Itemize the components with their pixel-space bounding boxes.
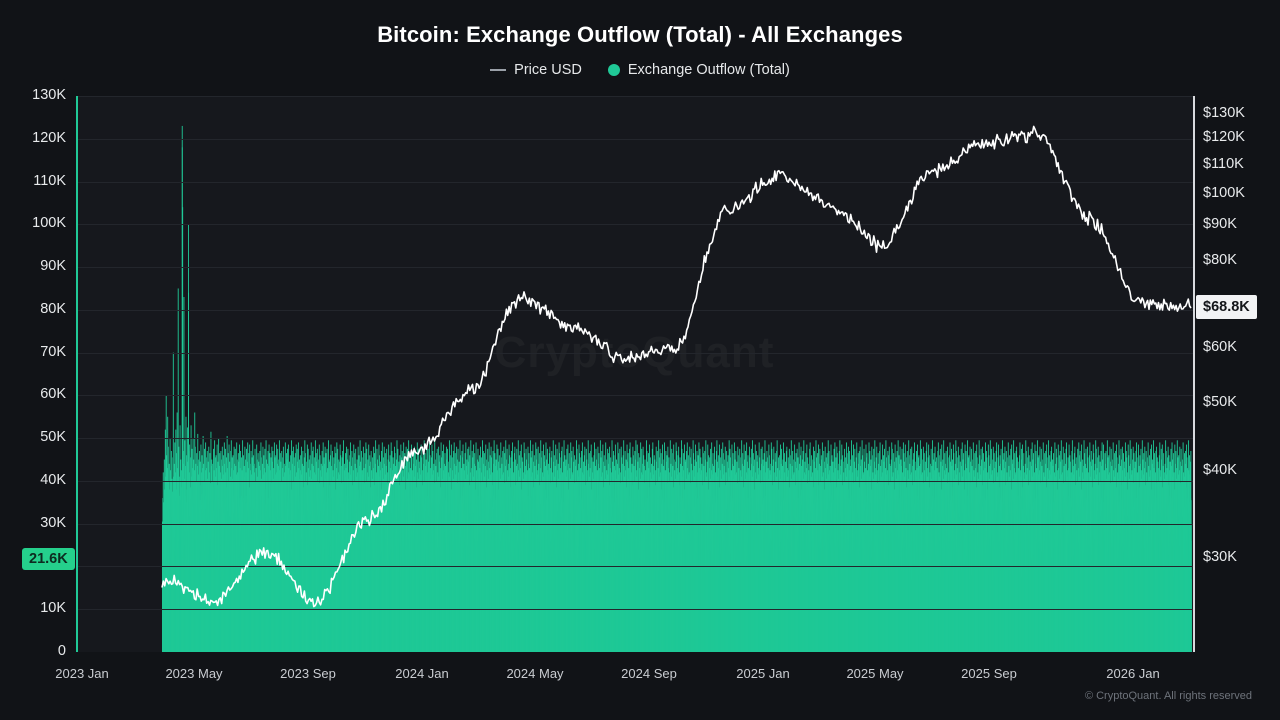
left-axis-tick: 100K — [32, 215, 66, 232]
circle-dot-icon — [607, 64, 620, 76]
left-axis-tick: 40K — [40, 471, 66, 488]
chart-legend: Price USD Exchange Outflow (Total) — [0, 62, 1280, 78]
left-axis-tick: 0 — [57, 643, 66, 659]
right-axis-tick: $80K — [1203, 252, 1237, 269]
gridline — [76, 309, 1193, 311]
left-axis-tick: 80K — [40, 300, 66, 317]
right-axis-tick: $50K — [1203, 394, 1237, 411]
right-axis-tick: $100K — [1203, 184, 1245, 201]
x-axis-tick: 2023 Sep — [280, 666, 336, 681]
x-axis-tick: 2025 Jan — [736, 666, 790, 681]
right-axis-tick: $120K — [1203, 129, 1245, 146]
right-axis-tick: $130K — [1203, 105, 1245, 122]
right-axis-tick: $90K — [1203, 216, 1237, 233]
legend-item-exchange-outflow[interactable]: Exchange Outflow (Total) — [607, 62, 790, 78]
x-axis-tick: 2024 May — [506, 666, 564, 681]
left-axis-tick: 70K — [40, 343, 66, 360]
gridline — [76, 224, 1193, 226]
gridline — [76, 566, 1193, 568]
right-axis-tick: $110K — [1203, 155, 1244, 172]
gridline — [76, 352, 1193, 354]
left-axis-tick: 60K — [40, 386, 66, 403]
legend-label-exchange-outflow: Exchange Outflow (Total) — [627, 62, 790, 78]
gridline — [76, 267, 1193, 269]
line-series-price-usd — [161, 125, 1192, 608]
left-axis-tick: 30K — [40, 514, 66, 531]
left-axis-tick: 50K — [40, 429, 66, 446]
left-axis-tick: 10K — [40, 600, 66, 617]
page-title: Bitcoin: Exchange Outflow (Total) - All … — [377, 22, 903, 47]
left-axis-tick: 90K — [40, 258, 66, 275]
left-axis-value-badge: 21.6K — [22, 547, 75, 570]
right-axis-line — [1193, 96, 1195, 652]
x-axis-tick: 2025 Sep — [961, 666, 1017, 681]
right-axis-tick: $30K — [1203, 549, 1237, 566]
gridline — [76, 138, 1193, 140]
left-axis-tick: 130K — [32, 87, 66, 103]
gridline — [76, 96, 1193, 97]
gridline — [76, 480, 1193, 482]
gridline — [76, 609, 1193, 611]
gridline — [76, 181, 1193, 183]
plot-area[interactable]: CryptoQuant — [76, 96, 1193, 652]
line-dash-icon — [490, 69, 507, 71]
x-axis-tick: 2023 May — [165, 666, 223, 681]
copyright-footer: © CryptoQuant. All rights reserved — [1084, 690, 1252, 702]
right-axis-value-badge: $68.8K — [1196, 294, 1257, 319]
left-axis-tick: 110K — [33, 172, 66, 189]
right-axis-tick: $60K — [1203, 339, 1237, 356]
gridline — [76, 438, 1193, 440]
bar-series-exchange-outflow — [162, 125, 1192, 652]
x-axis-tick: 2026 Jan — [1106, 666, 1160, 681]
gridline — [76, 523, 1193, 525]
x-axis-tick: 2023 Jan — [55, 666, 109, 681]
left-axis-line — [76, 96, 78, 652]
left-axis-tick: 120K — [32, 129, 66, 146]
x-axis-tick: 2024 Jan — [395, 666, 449, 681]
x-axis-tick: 2025 May — [846, 666, 904, 681]
gridline — [76, 395, 1193, 397]
right-axis-tick: $40K — [1203, 461, 1237, 478]
legend-label-price-usd: Price USD — [514, 62, 582, 78]
legend-item-price-usd[interactable]: Price USD — [490, 62, 582, 78]
x-axis-tick: 2024 Sep — [621, 666, 677, 681]
